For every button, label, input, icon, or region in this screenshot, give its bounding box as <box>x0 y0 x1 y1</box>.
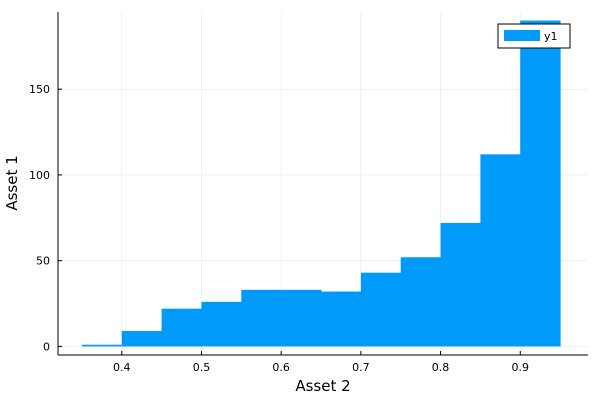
histogram-bar <box>241 289 282 347</box>
histogram-bar <box>440 222 481 347</box>
histogram-bar <box>161 308 202 347</box>
histogram-bar <box>201 301 242 347</box>
x-axis-label: Asset 2 <box>295 377 350 395</box>
y-tick-label: 0 <box>43 340 50 353</box>
histogram-bar <box>360 272 402 347</box>
histogram-bar <box>520 20 561 347</box>
histogram-bar <box>81 344 123 347</box>
y-ticks: 0 50 100 150 <box>29 83 62 353</box>
histogram-bar <box>321 291 362 347</box>
histogram-bar <box>400 257 442 347</box>
y-tick-label: 150 <box>29 83 50 96</box>
x-tick-label: 0.8 <box>432 361 450 374</box>
y-axis-label: Asset 1 <box>3 155 21 210</box>
histogram-bar <box>281 289 322 347</box>
x-tick-label: 0.7 <box>352 361 370 374</box>
y-tick-label: 50 <box>36 255 50 268</box>
histogram-bars <box>81 20 561 347</box>
legend: y1 <box>497 23 571 49</box>
legend-label-y1: y1 <box>544 30 558 43</box>
axes <box>57 12 588 356</box>
x-tick-label: 0.4 <box>113 361 131 374</box>
x-tick-label: 0.9 <box>512 361 530 374</box>
histogram-bar <box>480 154 521 347</box>
x-ticks: 0.4 0.5 0.6 0.7 0.8 0.9 <box>113 351 529 374</box>
x-tick-label: 0.6 <box>272 361 290 374</box>
histogram-bar <box>121 330 163 347</box>
legend-swatch-y1 <box>504 30 540 41</box>
y-tick-label: 100 <box>29 169 50 182</box>
x-tick-label: 0.5 <box>193 361 211 374</box>
